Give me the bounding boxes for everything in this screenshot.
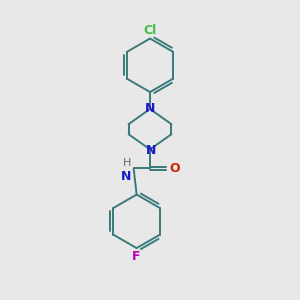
Text: N: N [145, 102, 155, 115]
Text: N: N [121, 169, 131, 183]
Text: N: N [146, 143, 156, 157]
Text: O: O [169, 162, 180, 175]
Text: Cl: Cl [143, 24, 157, 37]
Text: F: F [132, 250, 141, 262]
Text: H: H [123, 158, 131, 168]
